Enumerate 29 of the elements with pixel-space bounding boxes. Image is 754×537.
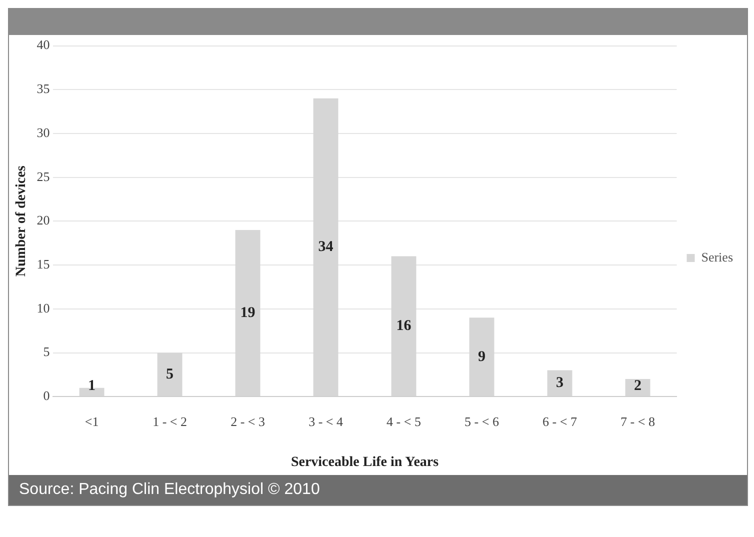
data-label: 3 — [556, 375, 564, 392]
x-tick-label: 5 - < 6 — [464, 414, 500, 429]
data-label: 16 — [396, 318, 412, 334]
x-tick-label: 2 - < 3 — [230, 414, 265, 429]
y-tick-label: 30 — [36, 124, 50, 140]
x-tick-label: <1 — [84, 414, 99, 429]
y-tick-label: 5 — [43, 344, 50, 360]
y-tick-label: 25 — [36, 168, 50, 184]
x-tick-label: 6 - < 7 — [542, 414, 578, 429]
source-note: Source: Pacing Clin Electrophysiol © 2010 — [19, 481, 320, 498]
data-label: 34 — [318, 239, 334, 256]
x-tick-label: 3 - < 4 — [308, 414, 344, 429]
y-tick-label: 15 — [36, 256, 50, 272]
y-tick-label: 40 — [36, 37, 50, 52]
x-tick-label: 7 - < 8 — [620, 414, 655, 429]
data-label: 9 — [478, 348, 486, 365]
y-tick-label: 35 — [36, 81, 50, 96]
legend-label: Series — [701, 249, 734, 264]
x-axis-title: Serviceable Life in Years — [290, 455, 440, 470]
y-axis-title: Number of devices — [14, 165, 30, 277]
x-tick-label: 1 - < 2 — [152, 414, 187, 429]
data-label: 1 — [88, 378, 96, 394]
y-tick-label: 0 — [43, 388, 50, 404]
x-tick-label: 4 - < 5 — [386, 414, 421, 429]
data-label: 2 — [634, 378, 642, 394]
y-tick-label: 20 — [36, 212, 50, 228]
data-label: 5 — [166, 366, 174, 382]
y-tick-label: 10 — [36, 300, 50, 316]
data-label: 19 — [240, 304, 256, 321]
